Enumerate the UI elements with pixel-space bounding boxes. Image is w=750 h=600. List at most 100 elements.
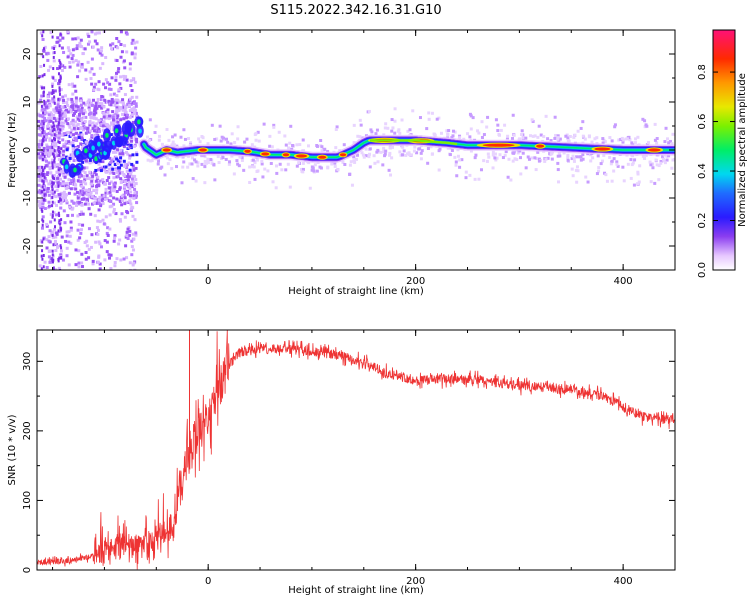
heatmap-scatter-cell — [119, 106, 123, 110]
heatmap-speckle — [401, 145, 405, 149]
heatmap-scatter-cell — [105, 196, 109, 200]
heatmap-scatter-cell — [134, 46, 138, 50]
heatmap-speckle — [473, 156, 477, 160]
heatmap-scatter-cell — [93, 32, 97, 36]
heatmap-speckle — [413, 145, 417, 149]
heatmap-speckle — [501, 156, 505, 160]
heatmap-speckle — [384, 149, 388, 153]
heatmap-speckle — [663, 161, 667, 165]
heatmap-stripe-cell — [51, 35, 54, 39]
heatmap-stripe-cell — [41, 165, 44, 169]
heatmap-scatter-cell — [119, 219, 123, 223]
heatmap-speckle — [288, 185, 292, 189]
heatmap-scatter-cell — [61, 111, 65, 115]
heatmap-speckle — [389, 173, 393, 177]
heatmap-scatter-cell — [72, 201, 76, 205]
heatmap-scatter-cell — [127, 161, 131, 165]
heatmap-scatter-cell — [90, 160, 94, 164]
heatmap-speckle — [601, 137, 605, 141]
heatmap-speckle — [448, 153, 452, 157]
heatmap-scatter-cell — [90, 194, 94, 198]
heatmap-scatter-cell — [108, 127, 112, 131]
heatmap-scatter-cell — [84, 250, 88, 254]
heatmap-scatter-cell — [115, 116, 119, 120]
heatmap-scatter-cell — [113, 236, 117, 240]
heatmap-scatter-cell — [49, 116, 53, 120]
heatmap-scatter-cell — [69, 131, 73, 135]
heatmap-scatter-cell — [106, 110, 110, 114]
heatmap-scatter-cell — [58, 105, 62, 109]
heatmap-scatter-cell — [112, 182, 116, 186]
heatmap-scatter-cell — [108, 82, 112, 86]
heatmap-scatter-cell — [87, 34, 91, 38]
heatmap-speckle — [222, 138, 226, 142]
heatmap-stripe-cell — [42, 55, 45, 59]
heatmap-scatter-cell — [104, 165, 108, 169]
heatmap-speckle — [149, 159, 153, 163]
heatmap-scatter-cell — [62, 192, 66, 196]
heatmap-scatter-cell — [124, 235, 128, 239]
heatmap-scatter-cell — [75, 115, 79, 119]
heatmap-scatter-cell — [115, 157, 119, 161]
heatmap-speckle — [546, 156, 550, 160]
heatmap-scatter-cell — [124, 180, 128, 184]
heatmap-scatter-cell — [91, 98, 95, 102]
heatmap-stripe-cell — [41, 74, 44, 78]
heatmap-stripe-cell — [41, 34, 44, 38]
heatmap-scatter-cell — [101, 218, 105, 222]
heatmap-scatter-cell — [91, 127, 95, 131]
heatmap-stripe-cell — [51, 260, 54, 264]
heatmap-scatter-cell — [84, 188, 88, 192]
heatmap-speckle — [575, 180, 579, 184]
heatmap-scatter-cell — [87, 106, 91, 110]
heatmap-scatter-cell — [60, 105, 64, 109]
heatmap-scatter-cell — [66, 46, 70, 50]
heatmap-speckle — [597, 166, 601, 170]
heatmap-speckle — [194, 160, 198, 164]
heatmap-scatter-cell — [37, 165, 41, 169]
heatmap-scatter-cell — [119, 86, 123, 90]
heatmap-scatter-cell — [70, 110, 74, 114]
heatmap-speckle — [269, 161, 273, 165]
heatmap-scatter-cell — [128, 229, 132, 233]
heatmap-scatter-cell — [62, 98, 66, 102]
heatmap-scatter-cell — [76, 127, 80, 131]
heatmap-speckle — [518, 137, 522, 141]
heatmap-speckle — [153, 131, 157, 135]
heatmap-scatter-cell — [62, 50, 66, 54]
heatmap-speckle — [352, 155, 356, 159]
heatmap-speckle — [636, 135, 640, 139]
heatmap-scatter-cell — [127, 101, 131, 105]
heatmap-speckle — [204, 161, 208, 165]
heatmap-scatter-cell — [126, 175, 130, 179]
heatmap-scatter-cell — [116, 120, 120, 124]
heatmap-scatter-cell — [119, 258, 123, 262]
heatmap-scatter-cell — [80, 45, 84, 49]
heatmap-scatter-cell — [57, 193, 61, 197]
heatmap-speckle — [320, 149, 324, 153]
heatmap-scatter-cell — [108, 114, 112, 118]
heatmap-stripe-cell — [42, 94, 45, 98]
heatmap-speckle — [367, 109, 371, 113]
heatmap-speckle — [610, 159, 614, 163]
heatmap-scatter-cell — [87, 207, 91, 211]
heatmap-scatter-cell — [44, 136, 48, 140]
heatmap-scatter-cell — [109, 168, 113, 172]
heatmap-speckle — [615, 160, 619, 164]
heatmap-speckle — [411, 109, 415, 113]
heatmap-stripe-cell — [40, 104, 43, 108]
heatmap-scatter-cell — [128, 172, 132, 176]
heatmap-speckle — [334, 146, 338, 150]
heatmap-scatter-cell — [131, 180, 135, 184]
heatmap-speckle — [671, 132, 675, 136]
colorbar-tick-label: 0.4 — [697, 163, 708, 179]
heatmap-speckle — [567, 139, 571, 143]
heatmap-speckle — [641, 117, 645, 121]
heatmap-speckle — [653, 122, 657, 126]
heatmap-scatter-cell — [97, 101, 101, 105]
heatmap-speckle — [268, 144, 272, 148]
heatmap-scatter-cell — [59, 191, 63, 195]
heatmap-scatter-cell — [48, 147, 52, 151]
heatmap-blob-core — [64, 164, 69, 170]
heatmap-scatter-cell — [89, 190, 93, 194]
